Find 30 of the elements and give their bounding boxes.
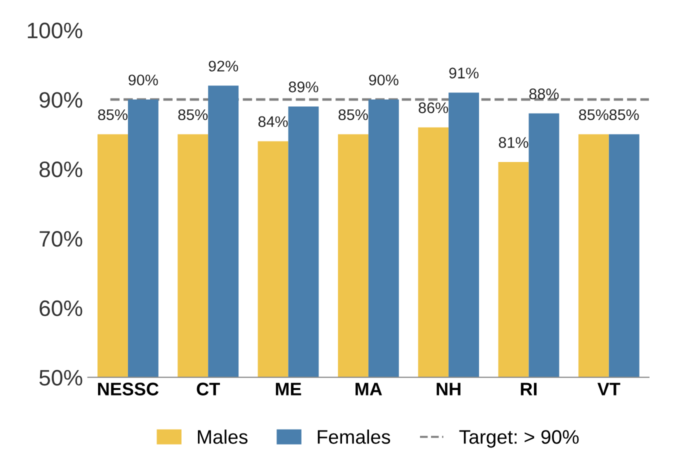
data-label: 88%: [529, 88, 559, 100]
x-tick-label: VT: [597, 382, 620, 396]
data-label: 85%: [609, 109, 639, 120]
data-label: 89%: [288, 82, 318, 92]
legend-label: Target: > 90%: [459, 430, 579, 448]
y-tick-label: 100%: [28, 22, 82, 38]
data-label: 85%: [178, 109, 208, 120]
data-label: 84%: [258, 116, 288, 128]
y-tick-label: 80%: [40, 162, 82, 178]
x-tick-label: RI: [520, 382, 537, 396]
y-tick-label: 70%: [40, 230, 82, 247]
x-tick-label: NESSC: [98, 382, 159, 396]
legend-label: Males: [198, 430, 248, 444]
y-tick-label: 90%: [40, 92, 82, 108]
data-label: 86%: [418, 102, 448, 114]
legend-label: Females: [318, 430, 390, 444]
x-tick-label: NH: [436, 382, 460, 396]
y-tick-label: 60%: [40, 300, 82, 316]
x-tick-label: ME: [276, 382, 302, 396]
data-label: 90%: [369, 74, 398, 86]
x-tick-label: CT: [196, 382, 220, 396]
data-label: 92%: [208, 60, 238, 72]
data-label: 85%: [338, 109, 368, 120]
x-tick-label: MA: [356, 382, 382, 396]
data-label: 81%: [498, 137, 528, 148]
data-label: 90%: [128, 74, 158, 86]
data-label: 85%: [579, 109, 608, 120]
data-label: 91%: [449, 68, 479, 78]
y-tick-label: 50%: [39, 370, 82, 386]
data-label: 85%: [98, 109, 128, 120]
